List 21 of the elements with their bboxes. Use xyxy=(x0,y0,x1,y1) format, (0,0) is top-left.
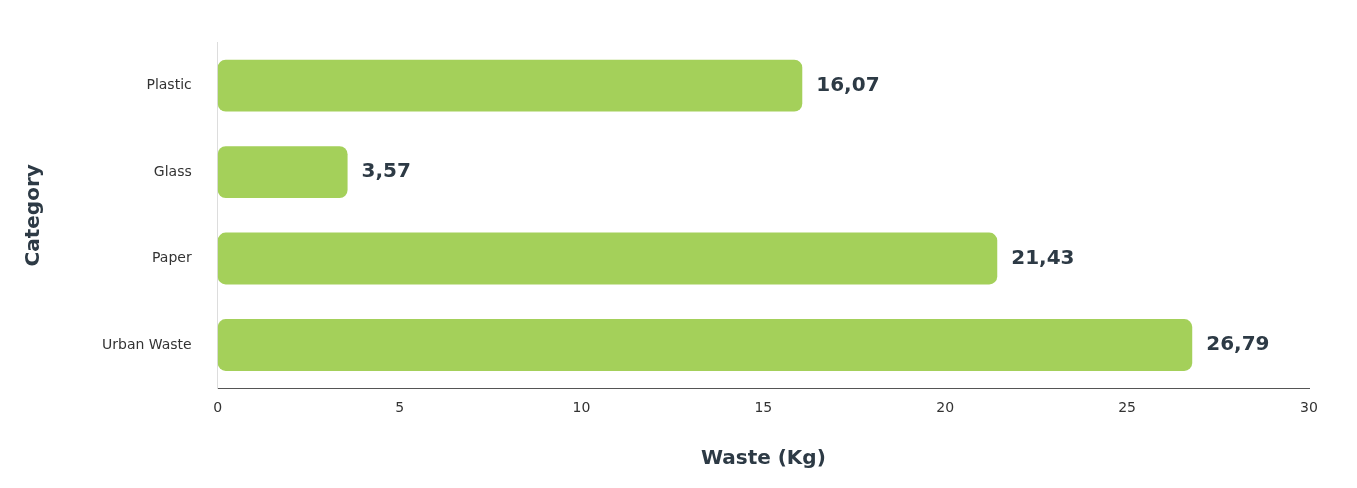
x-tick-label: 25 xyxy=(1118,399,1137,416)
x-tick-label: 10 xyxy=(572,399,591,416)
x-tick-label: 0 xyxy=(213,399,223,416)
bar xyxy=(217,146,348,199)
data-label: 16,07 xyxy=(816,71,880,96)
bar xyxy=(217,232,998,285)
data-label: 3,57 xyxy=(361,158,411,183)
bar xyxy=(217,59,803,112)
y-axis-title: Category xyxy=(20,164,45,267)
x-tick-label: 15 xyxy=(754,399,773,416)
y-tick-label: Urban Waste xyxy=(102,335,192,352)
data-label: 26,79 xyxy=(1206,331,1270,356)
bar xyxy=(217,319,1193,371)
data-label: 21,43 xyxy=(1011,244,1075,269)
y-tick-label: Glass xyxy=(153,162,192,179)
y-tick-label: Plastic xyxy=(146,76,192,93)
x-tick-label: 5 xyxy=(395,399,405,416)
x-tick-label: 30 xyxy=(1300,399,1318,416)
y-tick-label: Paper xyxy=(152,249,192,266)
x-tick-label: 20 xyxy=(936,399,955,416)
x-axis-title: Waste (Kg) xyxy=(700,445,826,470)
